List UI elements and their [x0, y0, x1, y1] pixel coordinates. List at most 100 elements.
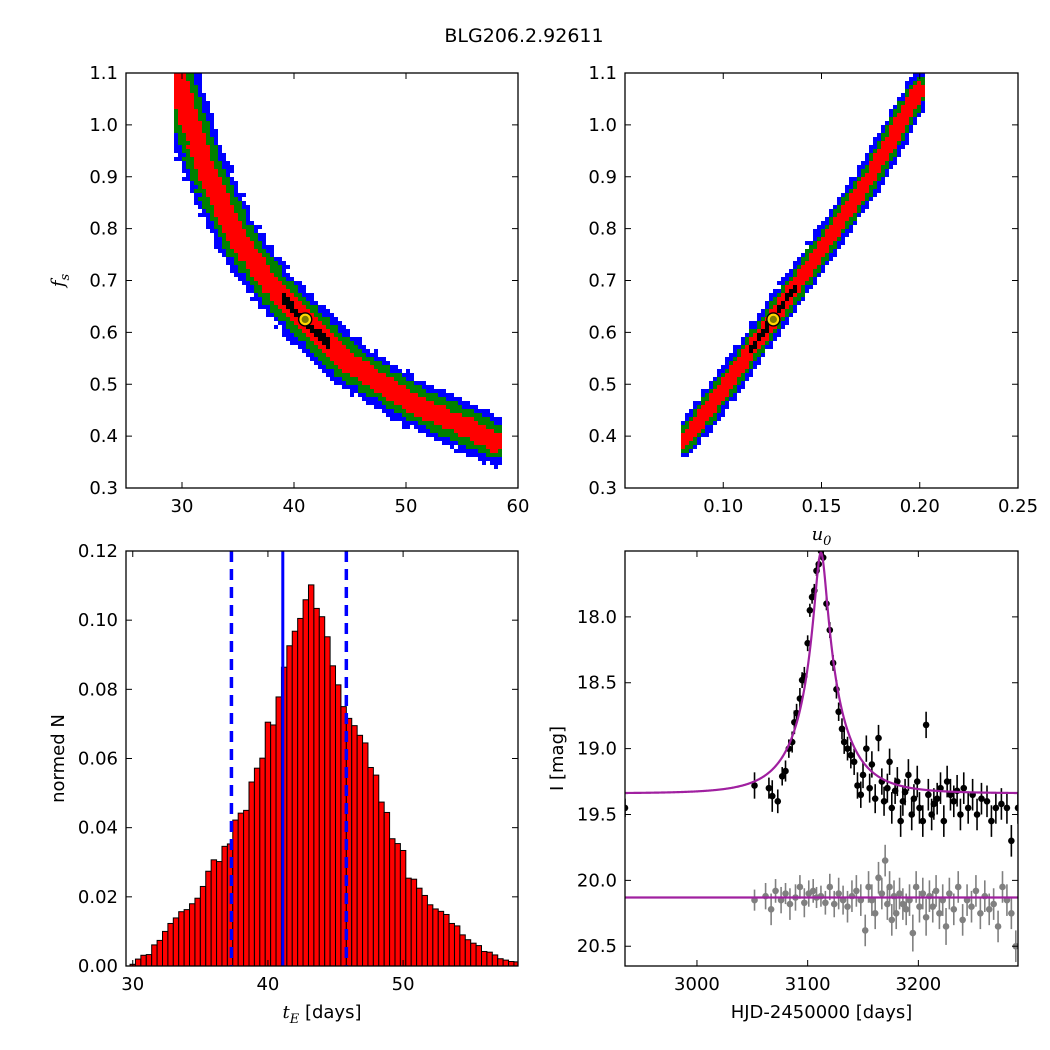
data-point — [866, 784, 873, 792]
data-point — [886, 758, 893, 766]
data-point — [822, 899, 829, 907]
data-point — [922, 721, 930, 729]
histogram-bar — [324, 636, 331, 966]
x-tick-label: 0.25 — [998, 496, 1038, 517]
x-tick-label: 3000 — [674, 974, 720, 995]
histogram-bar — [183, 909, 191, 966]
data-point — [998, 800, 1005, 808]
data-point — [919, 890, 927, 897]
histogram-bar — [140, 954, 147, 966]
data-point — [854, 782, 861, 789]
y-tick-label: 18.0 — [577, 607, 617, 628]
y-tick-label: 0.6 — [588, 322, 617, 343]
histogram-bar — [383, 811, 391, 966]
x-tick-label: 30 — [171, 496, 194, 517]
data-point — [772, 887, 779, 895]
histogram-bar — [432, 908, 439, 966]
data-point — [786, 900, 794, 908]
data-point — [901, 788, 909, 796]
data-point — [913, 778, 921, 785]
heatmap-level-path — [681, 81, 925, 449]
data-point — [1014, 804, 1018, 812]
data-point — [902, 906, 910, 913]
histogram-bar — [389, 838, 396, 966]
x-tick-label: 50 — [392, 974, 415, 995]
x-tick-label: 40 — [256, 974, 279, 995]
histogram-bar — [313, 607, 320, 966]
histogram-bar — [426, 904, 434, 966]
panel-fs-vs-u0: 0.10 0.15 0.20 0.25 0.3 0.4 0.5 0.6 0.7 0.8 0.9 1.0… — [588, 63, 1038, 549]
data-point — [857, 791, 865, 799]
data-point — [990, 900, 997, 908]
histogram-bar — [491, 954, 499, 966]
data-point — [922, 913, 930, 921]
y-axis-label: normed N — [48, 714, 69, 803]
data-point — [957, 811, 964, 818]
data-point — [884, 784, 891, 792]
label-sub: 0 — [823, 534, 831, 549]
y-axis-label: fs — [48, 274, 73, 290]
data-point — [886, 883, 893, 891]
data-point — [943, 778, 951, 785]
histogram-bar — [134, 958, 142, 966]
histogram-bar — [264, 721, 272, 966]
histogram-bar — [394, 843, 401, 966]
histogram-bar — [221, 845, 228, 966]
histogram-bar — [178, 911, 185, 966]
data-point — [830, 900, 838, 908]
comparison-points — [751, 844, 1018, 963]
data-point — [871, 795, 879, 802]
data-point — [896, 890, 903, 897]
x-tick-label: 60 — [507, 496, 530, 517]
histogram-bar — [248, 781, 255, 966]
data-point — [932, 887, 940, 895]
data-point — [844, 903, 851, 911]
histogram-bar — [356, 734, 364, 966]
histogram-bar — [189, 903, 196, 966]
x-axis-label: tE [days] — [283, 1002, 362, 1027]
data-point — [782, 890, 789, 897]
histogram-bar — [216, 861, 223, 966]
histogram-bar — [508, 961, 515, 966]
histogram-bar — [443, 913, 450, 966]
label-sub: s — [58, 274, 73, 281]
data-point — [765, 784, 773, 792]
data-point — [916, 903, 923, 911]
y-tick-label: 0.6 — [89, 322, 118, 343]
y-tick-label: 0.08 — [78, 679, 118, 700]
y-tick-label: 0.04 — [78, 818, 118, 839]
y-tick-label: 0.8 — [89, 219, 118, 240]
histogram-bar — [372, 774, 380, 966]
y-tick-label: 18.5 — [577, 673, 617, 694]
histogram-bar — [459, 934, 466, 966]
y-tick-label: 20.5 — [577, 936, 617, 957]
y-tick-label: 0.06 — [78, 749, 118, 770]
data-point — [912, 883, 920, 891]
y-tick-label: 0.8 — [588, 219, 617, 240]
data-point — [826, 883, 834, 891]
panels: 30 40 50 60 0.3 0.4 0.5 0.6 0.7 0.8 0.9 1.0 1.1 fs 0.1… — [48, 63, 1038, 1027]
data-point — [774, 798, 782, 805]
data-point — [999, 883, 1006, 891]
histogram-bar — [210, 859, 218, 966]
histogram-bar — [161, 930, 169, 966]
histogram-bar — [378, 801, 385, 966]
data-point — [983, 798, 991, 805]
y-tick-label: 0.5 — [89, 374, 118, 395]
data-point — [796, 883, 804, 891]
data-point — [892, 910, 900, 917]
data-point — [1008, 837, 1015, 845]
y-tick-label: 19.0 — [577, 739, 617, 760]
data-point — [863, 745, 870, 752]
histogram-bar — [475, 945, 483, 966]
label-var: t — [283, 1002, 291, 1023]
histogram-bar — [172, 917, 180, 966]
best-fit-marker-core — [769, 315, 777, 324]
axes-frame — [624, 550, 1019, 967]
histogram-bar — [367, 766, 374, 966]
data-point — [840, 738, 848, 746]
y-tick-label: 0.10 — [78, 610, 118, 631]
y-tick-label: 0.00 — [78, 956, 118, 977]
y-tick-label: 0.9 — [588, 167, 617, 188]
